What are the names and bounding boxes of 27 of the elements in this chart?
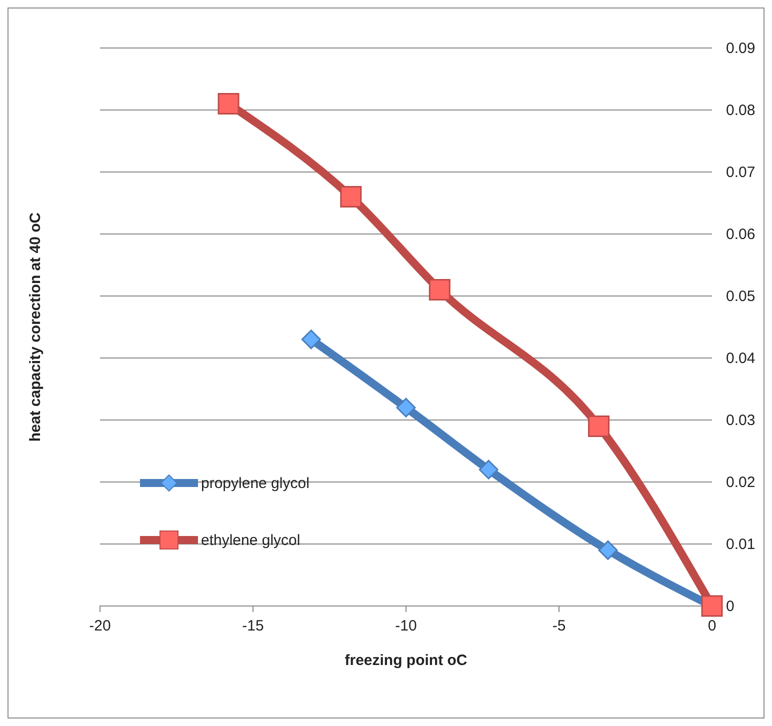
y-axis-title: heat capacity corection at 40 oC: [27, 212, 44, 442]
y-tick-label: 0.05: [726, 288, 756, 305]
y-tick-label: 0.02: [726, 474, 756, 491]
x-tick-label: -10: [395, 618, 417, 635]
x-tick-label: -5: [552, 618, 566, 635]
y-tick-label: 0.04: [726, 350, 756, 367]
y-tick-label: 0.03: [726, 412, 756, 429]
x-tick-label: 0: [708, 618, 716, 635]
point: [598, 540, 618, 560]
y-tick-label: 0.07: [726, 164, 756, 181]
legend-label: ethylene glycol: [201, 532, 300, 549]
point: [218, 93, 240, 115]
legend-label: propylene glycol: [201, 475, 310, 492]
y-tick-label: 0.08: [726, 102, 756, 119]
x-tick-label: -20: [89, 618, 111, 635]
y-tick-label: 0: [726, 598, 734, 615]
point: [340, 186, 362, 208]
x-tick-label: -15: [242, 618, 264, 635]
y-tick-label: 0.01: [726, 536, 756, 553]
point: [428, 279, 450, 301]
y-tick-label: 0.09: [726, 40, 756, 57]
point: [478, 460, 498, 480]
y-tick-label: 0.06: [726, 226, 756, 243]
point: [396, 398, 416, 418]
point: [588, 415, 610, 437]
point: [301, 330, 321, 350]
x-axis-title: freezing point oC: [344, 652, 468, 669]
